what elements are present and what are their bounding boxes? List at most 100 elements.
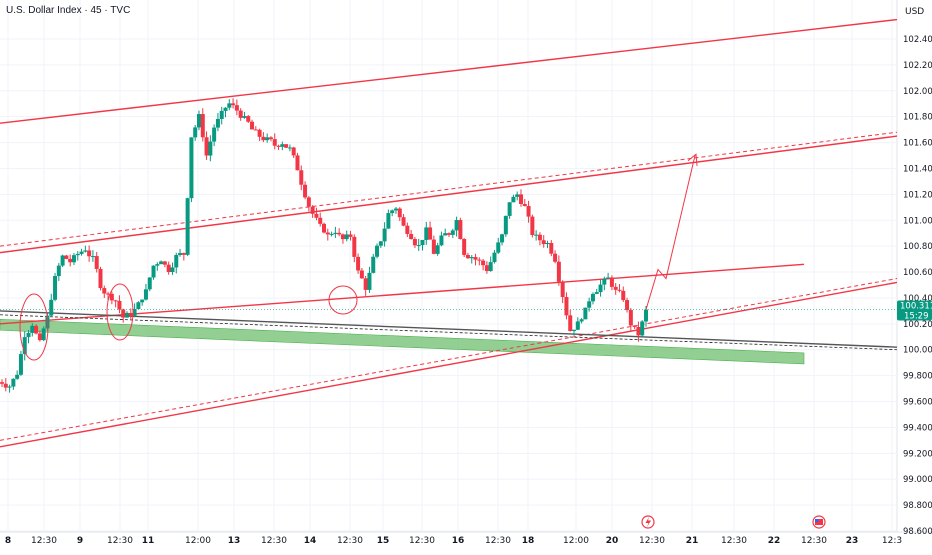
x-tick-label: 12:00 xyxy=(563,536,589,546)
candle-body xyxy=(272,139,277,146)
candle-body xyxy=(196,114,201,128)
currency-label: USD xyxy=(905,7,924,17)
candle-body xyxy=(371,256,376,273)
candle-body xyxy=(287,147,292,149)
x-tick-label: 12:30 xyxy=(261,536,287,546)
candle-body xyxy=(587,301,592,308)
candle-body xyxy=(613,286,618,290)
candle-body xyxy=(340,234,345,240)
candle-body xyxy=(3,383,8,388)
candle-body xyxy=(34,325,39,334)
candle-body xyxy=(416,245,421,247)
candle-body xyxy=(238,110,243,118)
y-tick-label: 102.400 xyxy=(903,35,932,45)
candle-body xyxy=(625,300,630,311)
highlight-ellipse[interactable] xyxy=(19,293,49,361)
candle-body xyxy=(412,239,417,246)
candle-body xyxy=(284,144,289,148)
candle-body xyxy=(166,264,171,272)
candle-body xyxy=(98,268,103,289)
candle-body xyxy=(261,136,266,141)
trendline-middle-channel[interactable] xyxy=(0,135,898,254)
candle-body xyxy=(147,277,152,290)
x-tick-label: 23 xyxy=(846,536,859,546)
candle-body xyxy=(223,107,228,111)
candle-body xyxy=(337,232,342,235)
candle-body xyxy=(481,260,486,266)
candle-body xyxy=(386,213,391,229)
candle-body xyxy=(609,277,614,287)
candle-body xyxy=(83,250,88,252)
candle-body xyxy=(11,378,16,387)
candle-body xyxy=(518,194,523,204)
candle-body xyxy=(227,103,232,108)
candle-body xyxy=(632,325,637,327)
candle-body xyxy=(469,257,474,259)
candle-body xyxy=(181,253,186,255)
candle-body xyxy=(636,326,641,336)
projection-arrowhead xyxy=(687,153,698,166)
candle-body xyxy=(465,254,470,259)
candle-body xyxy=(162,261,167,265)
highlight-ellipse[interactable] xyxy=(328,285,358,315)
candle-body xyxy=(121,309,126,318)
x-tick-label: 14 xyxy=(304,536,317,546)
candle-body xyxy=(106,293,111,295)
candle-body xyxy=(405,225,410,234)
y-tick-label: 99.200 xyxy=(903,449,932,459)
candle-body xyxy=(477,259,482,261)
candle-body xyxy=(579,319,584,322)
trendline-upper-channel[interactable] xyxy=(0,18,898,124)
candle-body xyxy=(348,234,353,237)
candle-body xyxy=(454,220,459,231)
trendline-short-support[interactable] xyxy=(0,263,805,325)
candle-body xyxy=(212,127,217,142)
candle-body xyxy=(473,257,478,260)
flag-stripe-icon xyxy=(815,519,823,525)
trendline-lower-channel-dashed[interactable] xyxy=(0,278,898,441)
candle-body xyxy=(553,253,558,262)
candle-body xyxy=(420,239,425,246)
candle-body xyxy=(242,116,247,118)
trendline-middle-channel-dashed[interactable] xyxy=(0,131,898,247)
candle-body xyxy=(352,236,357,257)
candle-body xyxy=(159,261,164,265)
candle-body xyxy=(208,141,213,156)
candle-body xyxy=(90,256,95,258)
candle-body xyxy=(496,242,501,253)
candle-body xyxy=(541,240,546,245)
candle-body xyxy=(488,262,493,272)
y-tick-label: 99.000 xyxy=(903,475,932,485)
candle-body xyxy=(41,328,46,341)
trendline-long-resistance-grey[interactable] xyxy=(0,310,898,348)
candle-body xyxy=(329,233,334,235)
trendline-lower-channel[interactable] xyxy=(0,281,898,448)
candle-body xyxy=(484,265,489,272)
projection-arrow[interactable] xyxy=(645,155,696,310)
candle-body xyxy=(556,261,561,282)
candle-body xyxy=(545,242,550,245)
x-tick-label: 12:30 xyxy=(485,536,511,546)
candle-body xyxy=(393,208,398,211)
current-price-tag[interactable] xyxy=(897,300,932,321)
candle-body xyxy=(299,170,304,185)
candle-body xyxy=(644,309,648,322)
highlight-ellipse[interactable] xyxy=(106,283,134,341)
x-tick-label: 13 xyxy=(228,536,241,546)
candle-body xyxy=(598,284,603,293)
candle-body xyxy=(234,105,239,111)
candle-body xyxy=(151,265,156,278)
y-tick-label: 99.600 xyxy=(903,398,932,408)
y-tick-label: 101.600 xyxy=(903,139,932,149)
candle-body xyxy=(37,333,42,341)
x-tick-label: 21 xyxy=(686,536,699,546)
x-tick-label: 12:30 xyxy=(31,536,57,546)
x-tick-label: 18 xyxy=(522,536,535,546)
candle-body xyxy=(594,292,599,294)
y-tick-label: 100.400 xyxy=(903,294,932,304)
candle-body xyxy=(231,103,236,106)
x-tick-label: 20 xyxy=(606,536,619,546)
candle-body xyxy=(424,227,429,240)
